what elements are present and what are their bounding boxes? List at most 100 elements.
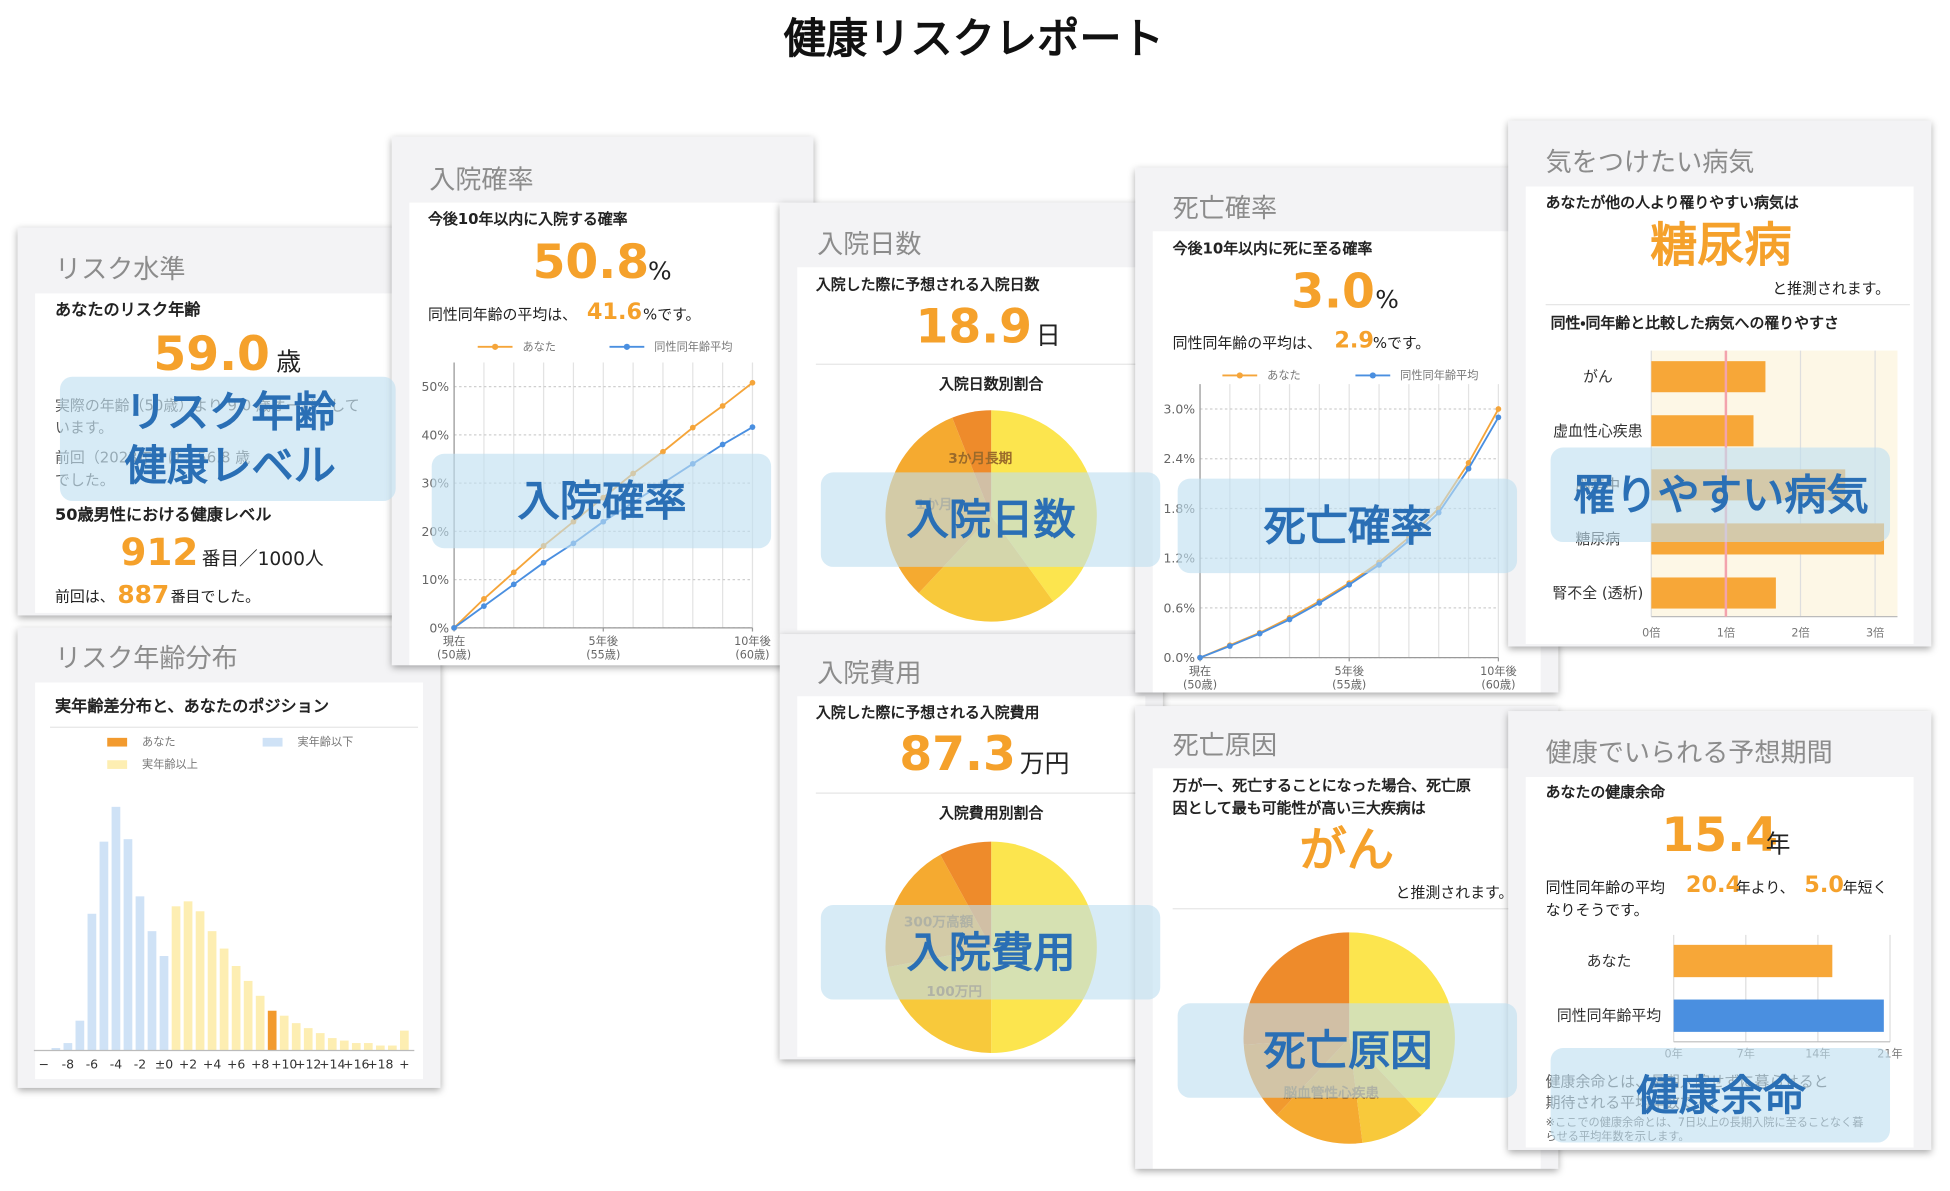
- bar: [147, 931, 157, 1051]
- overlay-box: [820, 472, 1161, 567]
- bar: [63, 1043, 73, 1051]
- big-number: 912: [121, 530, 199, 574]
- overlay-box: [1550, 447, 1891, 543]
- bar: [171, 906, 181, 1051]
- text: 日: [1036, 321, 1061, 350]
- legend-label: 同性同年齢平均: [1400, 368, 1478, 382]
- point: [451, 624, 457, 631]
- x-tick-label: +14: [319, 1057, 345, 1072]
- overlay-box: [1550, 1048, 1891, 1143]
- legend-dot: [492, 343, 499, 350]
- overlay-label: 死亡確率: [1263, 501, 1432, 550]
- x-tick-sublabel: (55歳): [1332, 679, 1366, 692]
- overlay-label: 健康レベル: [125, 441, 336, 490]
- bar: [111, 806, 121, 1051]
- bar: [400, 1030, 409, 1051]
- card-heading: 気をつけたい病気: [1546, 148, 1755, 178]
- text: 因として最も可能性が高い三大疾病は: [1173, 799, 1426, 817]
- point: [749, 379, 756, 386]
- overlay-box: [1177, 478, 1518, 574]
- point: [749, 424, 756, 431]
- x-tick-label: ±0: [155, 1057, 173, 1072]
- text: %: [648, 257, 672, 286]
- x-tick-sublabel: (50歳): [1183, 679, 1217, 692]
- card-heading: 入院確率: [429, 165, 533, 195]
- bar: [195, 911, 205, 1051]
- text: 同性・同年齢と比較した病気への罹りやすさ: [1551, 314, 1839, 332]
- legend-dot: [623, 343, 631, 350]
- text: 実年齢差分布と、あなたのポジション: [55, 697, 329, 716]
- legend-label: あなた: [522, 340, 556, 353]
- big-number: 87.3: [899, 727, 1016, 782]
- x-tick-label: 10年後: [1480, 664, 1517, 678]
- point: [1495, 414, 1502, 421]
- x-tick-label: +18: [367, 1057, 393, 1072]
- point: [1197, 654, 1203, 661]
- x-tick-label: +12: [295, 1057, 321, 1072]
- text: 5.0: [1804, 872, 1844, 898]
- text: %です。: [1373, 334, 1430, 352]
- x-tick-label: −: [39, 1057, 49, 1072]
- point: [1495, 406, 1502, 412]
- bar: [51, 1048, 61, 1051]
- bar: [1673, 944, 1833, 978]
- bar: [255, 995, 265, 1051]
- bar: [231, 965, 241, 1051]
- bar: [1673, 999, 1884, 1032]
- text: あなたのリスク年齢: [55, 300, 201, 319]
- overlay-label: 罹りやすい病気: [1573, 470, 1869, 519]
- card-heading: 健康でいられる予想期間: [1546, 738, 1833, 768]
- big-number: 50.8: [533, 235, 650, 290]
- bar: [363, 1043, 373, 1051]
- x-tick-label: 2倍: [1791, 626, 1809, 639]
- x-tick-label: 現在: [443, 635, 465, 648]
- bar: [135, 896, 145, 1051]
- bar: [1651, 577, 1776, 609]
- point: [689, 424, 696, 431]
- x-tick-label: 10年後: [734, 634, 771, 648]
- point: [510, 569, 517, 576]
- legend-label: あなた: [142, 736, 176, 749]
- big-number: 3.0: [1291, 265, 1375, 320]
- overlay-box: [820, 905, 1161, 1000]
- bar: [387, 1045, 397, 1051]
- x-tick-label: +10: [271, 1057, 297, 1072]
- card-heading: 入院日数: [817, 230, 921, 260]
- text: なりそうです。: [1546, 901, 1649, 919]
- bar: [339, 1040, 349, 1051]
- y-tick-label: 2.4%: [1163, 451, 1195, 466]
- x-tick-label: +: [399, 1057, 409, 1072]
- overlay-box: [1177, 1003, 1518, 1098]
- x-tick-label: 現在: [1189, 665, 1211, 678]
- y-tick-label: 0.0%: [1163, 650, 1195, 665]
- overlay-label: 入院費用: [907, 928, 1076, 977]
- point: [1256, 630, 1263, 637]
- bar: [99, 841, 109, 1051]
- text: %: [1375, 285, 1399, 314]
- point: [481, 596, 487, 602]
- bar: [87, 913, 97, 1051]
- text: あなたが他の人より罹りやすい病気は: [1546, 194, 1799, 212]
- y-tick-label: 0%: [429, 620, 449, 635]
- overlay-label: 入院確率: [518, 477, 687, 526]
- text: と推測されます。: [1396, 884, 1514, 902]
- x-tick-label: +2: [179, 1057, 197, 1072]
- big-number: 59.0: [153, 327, 270, 382]
- text: 887: [117, 580, 169, 609]
- text: 2.9: [1334, 328, 1374, 354]
- legend-label: あなた: [1267, 369, 1301, 382]
- text: 年短く: [1843, 879, 1888, 897]
- bar: [279, 1015, 289, 1051]
- bar: [243, 980, 253, 1051]
- text: 41.6: [587, 299, 642, 325]
- x-tick-label: 1倍: [1717, 626, 1735, 639]
- bar: [1651, 361, 1766, 393]
- card-panel: [1152, 231, 1541, 693]
- card-heading: 死亡確率: [1173, 194, 1277, 224]
- y-tick-label: 10%: [421, 572, 449, 587]
- point: [1465, 460, 1472, 466]
- bar: [75, 1020, 85, 1051]
- bar: [315, 1033, 325, 1051]
- x-tick-sublabel: (50歳): [437, 649, 471, 662]
